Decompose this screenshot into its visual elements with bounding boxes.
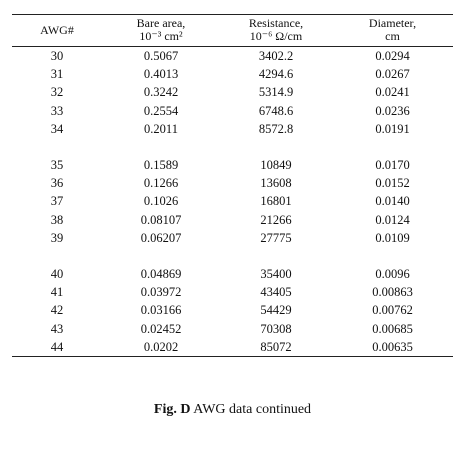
cell-awg: 35	[50, 158, 64, 173]
cell-awg: 30	[50, 49, 64, 64]
table-row: 34 0.2011 8572.8 0.0191	[12, 120, 453, 138]
cell-diameter: 0.0109	[375, 230, 410, 245]
header-rule	[12, 46, 453, 47]
cell-resistance: 5314.9	[258, 85, 294, 100]
group-spacer	[12, 247, 453, 265]
cell-resistance: 10849	[260, 158, 292, 173]
cell-diameter: 0.00685	[372, 321, 413, 336]
cell-diameter: 0.0152	[375, 176, 410, 191]
cell-diameter: 0.0236	[375, 103, 410, 118]
cell-diameter: 0.00863	[372, 285, 413, 300]
cell-diameter: 0.00762	[372, 303, 413, 318]
cell-awg: 43	[50, 321, 64, 336]
cell-bare-area: 0.1589	[143, 158, 179, 173]
cell-awg: 44	[50, 339, 64, 354]
header-resistance: Resistance, 10⁻⁶ Ω/cm	[248, 16, 304, 43]
cell-bare-area: 0.02452	[140, 321, 182, 336]
cell-resistance: 21266	[260, 212, 292, 227]
header-bare-area: Bare area, 10⁻³ cm²	[136, 16, 186, 43]
group-spacer	[12, 138, 453, 156]
cell-awg: 38	[50, 212, 64, 227]
awg-table-container: AWG# Bare area, 10⁻³ cm² Resistance, 10⁻…	[12, 14, 453, 357]
table-row: 36 0.1266 13608 0.0152	[12, 174, 453, 192]
cell-bare-area: 0.4013	[143, 67, 179, 82]
cell-awg: 40	[50, 266, 64, 281]
header-awg: AWG#	[40, 22, 74, 37]
cell-awg: 41	[50, 285, 64, 300]
cell-resistance: 8572.8	[258, 121, 294, 136]
table-top-rule	[12, 14, 453, 15]
awg-table-body: 30 0.5067 3402.2 0.0294 31 0.4013 4294.6 0.0267…	[12, 47, 453, 356]
cell-bare-area: 0.1026	[143, 194, 179, 209]
table-row: 41 0.03972 43405 0.00863	[12, 283, 453, 301]
cell-resistance: 35400	[260, 266, 292, 281]
cell-resistance: 54429	[260, 303, 292, 318]
cell-awg: 36	[50, 176, 64, 191]
cell-bare-area: 0.0202	[143, 339, 179, 354]
cell-resistance: 27775	[260, 230, 292, 245]
cell-awg: 34	[50, 121, 64, 136]
table-row: 35 0.1589 10849 0.0170	[12, 156, 453, 174]
table-row: 43 0.02452 70308 0.00685	[12, 319, 453, 337]
table-bottom-rule	[12, 355, 453, 357]
cell-diameter: 0.0191	[375, 121, 410, 136]
cell-bare-area: 0.5067	[143, 49, 179, 64]
cell-diameter: 0.0096	[375, 266, 410, 281]
cell-bare-area: 0.08107	[140, 212, 182, 227]
cell-resistance: 13608	[260, 176, 292, 191]
cell-awg: 33	[50, 103, 64, 118]
cell-bare-area: 0.2554	[143, 103, 179, 118]
table-row: 31 0.4013 4294.6 0.0267	[12, 65, 453, 83]
table-row: 30 0.5067 3402.2 0.0294	[12, 47, 453, 65]
caption-text: AWG data continued	[193, 402, 312, 417]
cell-diameter: 0.0267	[375, 67, 410, 82]
cell-bare-area: 0.03166	[140, 303, 182, 318]
cell-awg: 37	[50, 194, 64, 209]
cell-awg: 42	[50, 303, 64, 318]
cell-bare-area: 0.03972	[140, 285, 182, 300]
cell-resistance: 3402.2	[258, 49, 294, 64]
cell-bare-area: 0.04869	[140, 266, 182, 281]
table-row: 39 0.06207 27775 0.0109	[12, 229, 453, 247]
table-row: 32 0.3242 5314.9 0.0241	[12, 83, 453, 101]
cell-resistance: 16801	[260, 194, 292, 209]
cell-resistance: 4294.6	[258, 67, 294, 82]
cell-awg: 32	[50, 85, 64, 100]
cell-bare-area: 0.1266	[143, 176, 179, 191]
cell-diameter: 0.0170	[375, 158, 410, 173]
table-row: 38 0.08107 21266 0.0124	[12, 211, 453, 229]
table-row: 42 0.03166 54429 0.00762	[12, 301, 453, 319]
cell-resistance: 85072	[260, 339, 292, 354]
header-row: AWG# Bare area, 10⁻³ cm² Resistance, 10⁻…	[12, 15, 453, 46]
cell-diameter: 0.0294	[375, 49, 410, 64]
cell-diameter: 0.00635	[372, 339, 413, 354]
cell-diameter: 0.0241	[375, 85, 410, 100]
cell-awg: 39	[50, 230, 64, 245]
cell-resistance: 6748.6	[258, 103, 294, 118]
figure-caption: Fig. D AWG data continued	[0, 402, 465, 418]
cell-awg: 31	[50, 67, 64, 82]
table-row: 44 0.0202 85072 0.00635	[12, 338, 453, 356]
table-body: 30 0.5067 3402.2 0.0294 31 0.4013 4294.6 0.0267…	[12, 47, 453, 356]
header-diameter: Diameter, cm	[368, 16, 417, 43]
caption-label: Fig. D	[153, 402, 191, 417]
cell-resistance: 43405	[260, 285, 292, 300]
table-row: 37 0.1026 16801 0.0140	[12, 192, 453, 210]
table-row: 40 0.04869 35400 0.0096	[12, 265, 453, 283]
cell-bare-area: 0.2011	[144, 121, 178, 136]
cell-resistance: 70308	[260, 321, 292, 336]
table-row: 33 0.2554 6748.6 0.0236	[12, 102, 453, 120]
cell-bare-area: 0.06207	[140, 230, 182, 245]
cell-diameter: 0.0124	[375, 212, 410, 227]
cell-diameter: 0.0140	[375, 194, 410, 209]
awg-table: AWG# Bare area, 10⁻³ cm² Resistance, 10⁻…	[12, 15, 453, 46]
cell-bare-area: 0.3242	[143, 85, 179, 100]
